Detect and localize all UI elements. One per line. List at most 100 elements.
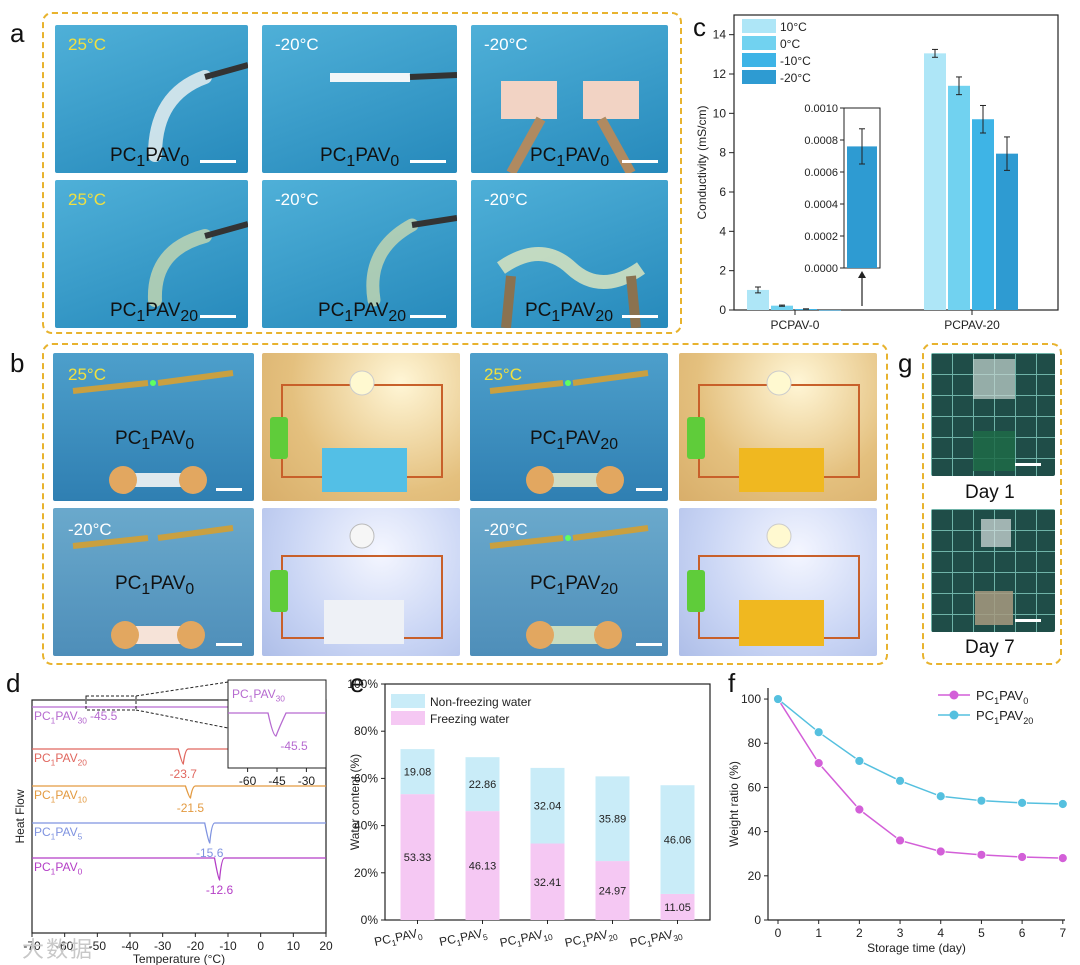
scale-bar	[216, 643, 242, 646]
value-label-freezing: 53.33	[404, 852, 432, 864]
series-line-1	[777, 698, 1063, 805]
temp-label: -20°C	[275, 35, 319, 54]
bar-freezing-3	[595, 861, 630, 920]
panel-b-frame	[42, 343, 888, 665]
x-tick-label: PC1PAV0	[373, 925, 424, 951]
x-tick-label: -20	[187, 939, 205, 953]
inset-y-tick-label: 0.0002	[804, 231, 838, 243]
photo-b6	[262, 508, 460, 656]
photo-a6	[471, 180, 668, 328]
inset-series-label: PC1PAV30	[232, 687, 285, 704]
inset-peak-label: -45.5	[280, 739, 308, 753]
value-label-freezing: 11.05	[664, 902, 691, 914]
sample-squares-illustration	[975, 519, 1041, 625]
peak-label-2: -21.5	[177, 801, 205, 815]
x-tick-label: PC1PAV30	[628, 925, 684, 952]
inset-frame	[227, 679, 327, 769]
panel-label-f: f	[728, 668, 736, 698]
chart-d: -70 -60 -50 -40 -30 -20 -10 0 10 20 Temperature (°…	[13, 679, 333, 965]
inset-bar	[847, 146, 877, 268]
y-tick-label: 8	[719, 146, 726, 160]
x-tick-label: PCPAV-0	[771, 318, 820, 332]
y-axis-label: Conductivity (mS/cm)	[695, 105, 709, 219]
panel-label-d: d	[6, 668, 21, 698]
bar-nonfreezing-4	[660, 785, 695, 894]
temp-label: 25°C	[68, 365, 106, 384]
data-point-1-1	[813, 727, 824, 738]
y-tick-label: 40	[748, 825, 762, 839]
series-label-3: PC1PAV5	[34, 825, 83, 842]
photo-a5	[262, 180, 457, 328]
photo-b8	[679, 508, 877, 656]
value-label-freezing: 32.41	[534, 877, 562, 889]
sample-squares-illustration	[973, 359, 1041, 471]
photo-b1	[53, 353, 254, 501]
data-point-0-1	[813, 758, 824, 769]
chart-e: 0% 20% 40% 60% 80% 100% Water content (%) 53.33…	[347, 677, 711, 952]
x-tick-label: 1	[815, 926, 822, 940]
value-label-nonfreezing: 46.06	[664, 835, 692, 847]
data-point-1-5	[976, 795, 987, 806]
x-tick-label: 6	[1019, 926, 1026, 940]
scale-bar	[200, 160, 236, 163]
scale-bar	[200, 315, 236, 318]
temp-label: -20°C	[68, 520, 112, 539]
scale-bar	[410, 160, 446, 163]
tube-sample-illustration	[366, 215, 457, 307]
photo-a1	[55, 25, 248, 173]
sample-label: PC1PAV20	[318, 300, 407, 325]
inset-arrow-head	[858, 271, 866, 278]
frozen-sample-illustration	[330, 72, 457, 82]
scale-bar	[636, 643, 662, 646]
bar-1-3	[996, 153, 1018, 310]
legend-swatch	[391, 711, 425, 725]
inset-y-tick-label: 0.0008	[804, 135, 838, 147]
photo-b4	[679, 353, 877, 501]
sample-label: PC1PAV20	[525, 300, 614, 325]
dsc-curve-1	[32, 748, 326, 765]
circuit-clip-illustration	[489, 525, 649, 649]
watermark: 大数据	[22, 937, 95, 962]
x-tick-label: -70	[23, 939, 41, 953]
day1-label: Day 1	[965, 482, 1015, 503]
x-axis-label: Temperature (°C)	[133, 952, 225, 965]
tube-sample-illustration	[148, 62, 248, 162]
x-tick-label: 2	[856, 926, 863, 940]
panel-label-c: c	[693, 12, 706, 42]
panel-g-frame	[922, 343, 1062, 665]
inset-y-tick-label: 0.0006	[804, 167, 838, 179]
y-tick-label: 6	[719, 185, 726, 199]
zoom-line	[135, 681, 229, 697]
x-tick-label: 0	[257, 939, 264, 953]
y-tick-label: 80	[748, 736, 762, 750]
legend-marker	[949, 690, 959, 700]
y-tick-label: 100	[741, 692, 761, 706]
panel-label-a: a	[10, 18, 25, 48]
data-point-0-3	[895, 835, 905, 846]
y-axis-label: Weight ratio (%)	[727, 761, 741, 847]
dsc-curve-3	[32, 822, 326, 844]
y-axis-label: Water content (%)	[348, 754, 362, 850]
circuit-clip-illustration	[72, 525, 234, 649]
inset-x-tick-label: -45	[268, 774, 286, 788]
inset-curve	[228, 712, 326, 737]
y-tick-label: 0	[719, 303, 726, 317]
bar-0-0	[747, 289, 769, 310]
data-point-0-7	[1057, 853, 1068, 864]
data-point-0-6	[1017, 852, 1028, 862]
scale-bar	[622, 160, 658, 163]
plot-frame	[31, 699, 327, 934]
circuit-clip-illustration	[72, 370, 234, 494]
sample-label: PC1PAV0	[115, 428, 195, 453]
series-label-2: PC1PAV10	[34, 788, 87, 805]
y-tick-label: 80%	[354, 724, 378, 738]
y-tick-label: 4	[719, 224, 726, 238]
bar-0-3	[819, 309, 841, 311]
legend-label-0: PC1PAV0	[976, 688, 1028, 706]
y-tick-label: 0%	[361, 913, 379, 927]
peak-label-3: -15.6	[196, 846, 224, 860]
bar-freezing-4	[660, 893, 695, 920]
data-point-1-7	[1057, 799, 1068, 809]
inset-x-tick-label: -60	[239, 774, 257, 788]
circuit-diagram-illustration	[270, 523, 443, 644]
